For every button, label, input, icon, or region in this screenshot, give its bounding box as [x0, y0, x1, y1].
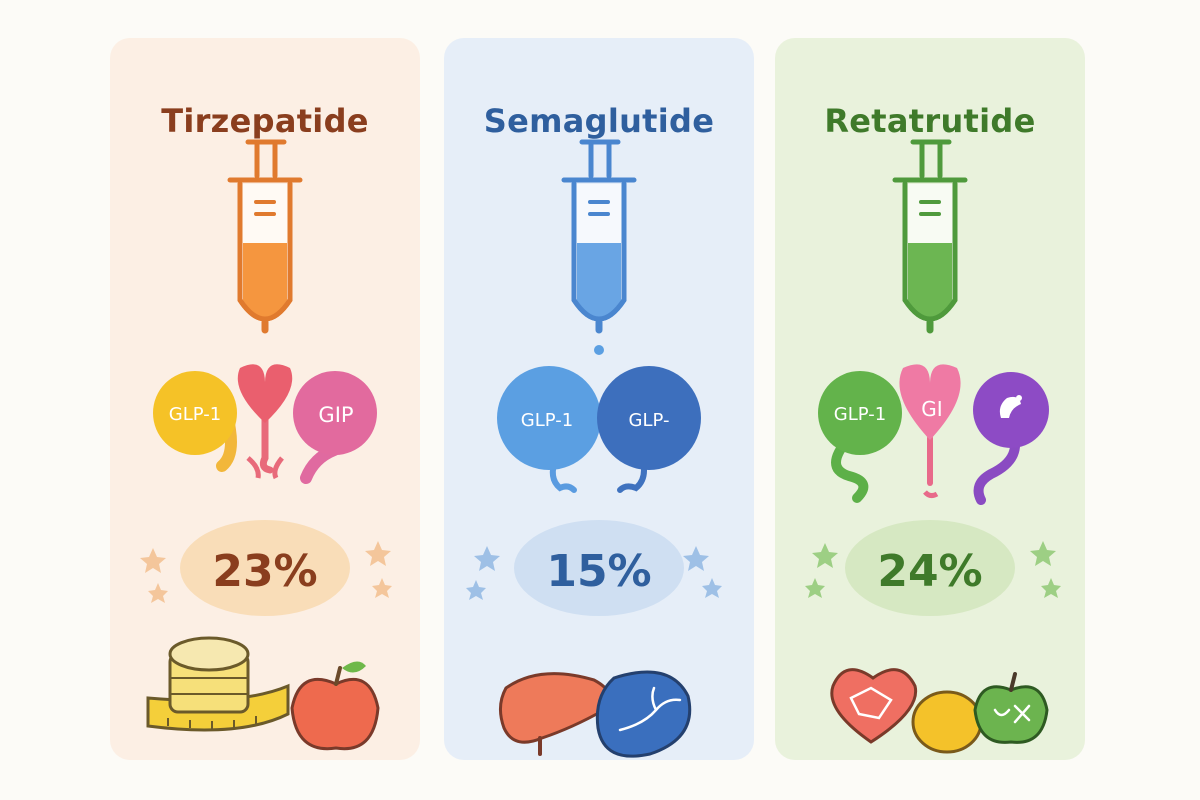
drug-title: Retatrutide: [824, 102, 1036, 140]
receptor-icon: [818, 364, 1049, 505]
tirzepatide-illustration: GLP-1 GIP 23%: [140, 139, 392, 751]
star-icon: [140, 541, 392, 603]
drug-title: Semaglutide: [483, 102, 715, 140]
weight-loss-percent: 15%: [546, 546, 651, 597]
star-icon: [805, 541, 1061, 598]
syringe-icon: [227, 139, 303, 334]
retatrutide-illustration: GLP-1 GI 24%: [805, 139, 1061, 754]
syringe-icon: [892, 139, 968, 334]
heart-icon: [830, 668, 918, 744]
drug-card-retatrutide: Retatrutide GLP-1 GI: [775, 38, 1085, 760]
apple-icon: [290, 661, 380, 751]
drug-card-tirzepatide: Tirzepatide GLP-1 GIP: [110, 38, 420, 760]
semaglutide-illustration: GLP-1 GLP- 15%: [466, 139, 722, 758]
kidney-icon: [595, 670, 692, 758]
receptor-label: GLP-1: [834, 404, 886, 425]
percent-badge: [180, 520, 350, 616]
receptor-label: GIP: [318, 403, 353, 427]
liver-icon: [499, 672, 612, 756]
drug-card-semaglutide: Semaglutide GLP-1 GLP-: [444, 38, 754, 760]
syringe-icon: [561, 139, 637, 334]
weight-loss-percent: 23%: [212, 546, 317, 597]
percent-badge: [845, 520, 1015, 616]
weight-loss-percent: 24%: [877, 546, 982, 597]
measuring-tape-icon: [146, 636, 290, 732]
star-icon: [466, 546, 722, 600]
receptor-icon: [153, 364, 377, 484]
drug-title: Tirzepatide: [161, 102, 369, 140]
lemon-icon: [911, 690, 983, 754]
percent-badge: [514, 520, 684, 616]
receptor-label: GLP-1: [169, 404, 221, 425]
apple-icon: [973, 672, 1049, 744]
receptor-icon: [497, 345, 701, 493]
receptor-label: GI: [921, 397, 942, 421]
receptor-label: GLP-: [629, 410, 670, 431]
receptor-label: GLP-1: [521, 410, 573, 431]
